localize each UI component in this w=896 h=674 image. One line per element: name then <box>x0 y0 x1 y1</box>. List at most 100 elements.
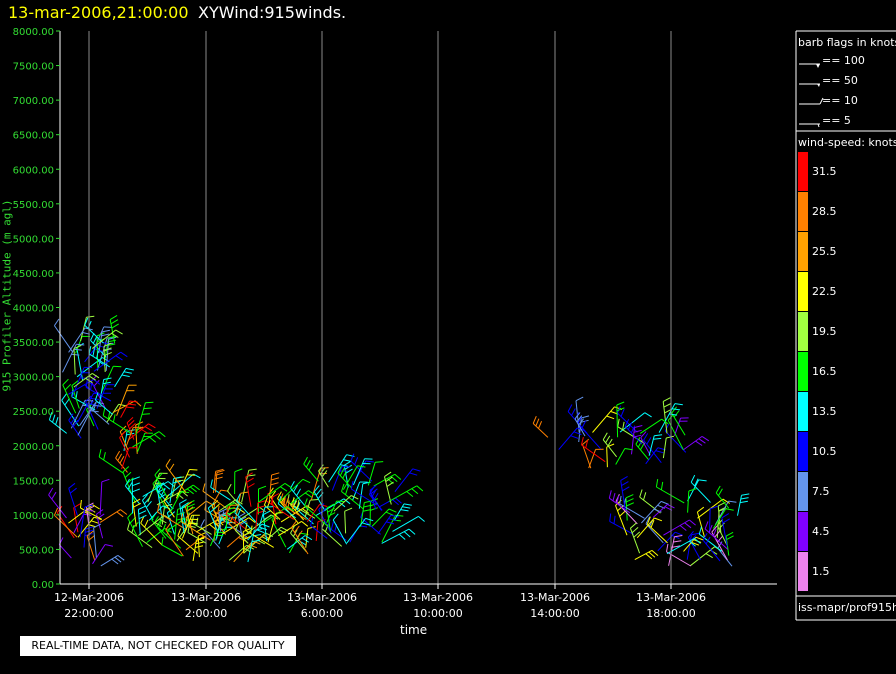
wind-barb <box>79 506 86 538</box>
y-tick-label: 2000.00 <box>13 442 54 453</box>
wind-barb-tick <box>385 476 393 483</box>
wind-barb <box>315 521 319 542</box>
wind-speed-swatch <box>798 152 808 191</box>
wind-speed-swatch <box>798 552 808 591</box>
wind-barb-tick <box>200 519 205 527</box>
wind-barb-cluster <box>157 458 274 563</box>
wind-barb <box>645 523 664 544</box>
wind-barb-tick <box>327 512 336 517</box>
wind-barb <box>714 500 729 526</box>
wind-barb-tick <box>179 499 187 504</box>
wind-barb-tick <box>166 527 170 536</box>
wind-barb-tick <box>701 435 710 442</box>
wind-barb-tick <box>234 505 239 513</box>
wind-barb-tick <box>365 460 374 463</box>
wind-barb-tick <box>76 343 85 346</box>
wind-barb-tick <box>243 535 251 540</box>
wind-barb-tick <box>722 498 730 504</box>
wind-speed-swatch <box>798 472 808 511</box>
wind-barb-tick <box>73 348 82 351</box>
wind-barb <box>71 385 80 409</box>
wind-barb-tick <box>673 410 680 418</box>
wind-barb-tick <box>722 518 730 524</box>
wind-barb-tick <box>633 434 642 438</box>
wind-barb-tick <box>90 332 95 341</box>
wind-barb-tick <box>416 485 424 492</box>
wind-barb-tick <box>157 504 160 513</box>
x-tick-label: 22:00:00 <box>64 607 113 620</box>
wind-barb-tick <box>180 513 184 522</box>
barb-legend-label: == 10 <box>822 94 858 107</box>
wind-barb-tick <box>124 478 130 487</box>
wind-barb <box>175 469 190 499</box>
wind-barb-tick <box>132 476 140 481</box>
wind-barb-tick <box>126 417 134 424</box>
wind-barb-tick <box>196 537 205 541</box>
wind-barb-tick <box>650 519 655 528</box>
wind-barb <box>246 514 272 535</box>
wind-barb-tick <box>633 531 641 538</box>
wind-barb-tick <box>287 506 295 512</box>
barb-legend-label: == 100 <box>822 54 865 67</box>
wind-barb-tick <box>148 423 156 429</box>
wind-barb-tick <box>103 342 112 347</box>
wind-barb <box>532 423 549 438</box>
y-tick-label: 6000.00 <box>13 165 54 176</box>
wind-barb-tick <box>114 556 122 563</box>
wind-barb <box>629 528 641 554</box>
wind-barb-tick <box>189 486 197 493</box>
wind-barb-tick <box>121 374 130 378</box>
wind-barb-tick <box>711 525 718 533</box>
wind-barb-tick <box>90 397 99 400</box>
wind-barb-tick <box>68 413 74 421</box>
barb-tick <box>819 97 824 105</box>
wind-barb <box>227 490 241 506</box>
wind-barb-tick <box>620 408 625 417</box>
wind-barb-tick <box>296 501 301 510</box>
wind-barb <box>394 468 414 493</box>
wind-barb-tick <box>48 412 53 421</box>
wind-barb-tick <box>246 477 254 483</box>
wind-barb <box>86 535 96 561</box>
wind-barb-tick <box>126 406 135 409</box>
wind-barb-tick <box>92 336 98 344</box>
wind-speed-bin-label: 13.5 <box>812 405 837 418</box>
wind-barb-tick <box>633 429 642 433</box>
wind-barb-tick <box>277 496 282 504</box>
wind-barb-tick <box>582 438 590 445</box>
wind-barb-tick <box>616 407 625 412</box>
wind-barb <box>640 437 651 456</box>
wind-barb-tick <box>176 517 185 521</box>
wind-barb-tick <box>666 543 669 552</box>
y-tick-label: 3000.00 <box>13 373 54 384</box>
wind-barb-tick <box>392 499 399 506</box>
wind-barb-tick <box>149 436 157 443</box>
wind-barb-tick <box>62 378 69 386</box>
wind-barb-tick <box>336 500 345 503</box>
wind-barb-tick <box>117 555 125 561</box>
wind-barb <box>619 503 645 519</box>
wind-barb-tick <box>132 498 141 504</box>
wind-barb-cluster <box>225 467 351 555</box>
wind-barb-tick <box>247 474 256 477</box>
wind-barb-tick <box>103 326 112 328</box>
wind-barb-tick <box>324 524 329 532</box>
wind-barb-tick <box>625 498 634 503</box>
wind-barb-tick <box>302 478 311 484</box>
wind-barb-tick <box>187 524 190 533</box>
wind-speed-bin-label: 10.5 <box>812 445 837 458</box>
wind-barb-tick <box>53 507 59 516</box>
wind-barb-tick <box>631 527 639 534</box>
wind-barb-tick <box>634 425 643 428</box>
wind-barb <box>121 447 130 470</box>
wind-barb-tick <box>248 468 257 471</box>
wind-barb-tick <box>350 453 355 462</box>
wind-barb-tick <box>716 519 724 526</box>
wind-barb-tick <box>52 414 56 423</box>
wind-barb-tick <box>181 502 189 508</box>
wind-barb-tick <box>567 404 573 412</box>
wind-barb-tick <box>85 395 92 403</box>
wind-barb-tick <box>263 510 271 516</box>
wind-barb-tick <box>308 490 316 496</box>
wind-barb-tick <box>240 491 249 494</box>
